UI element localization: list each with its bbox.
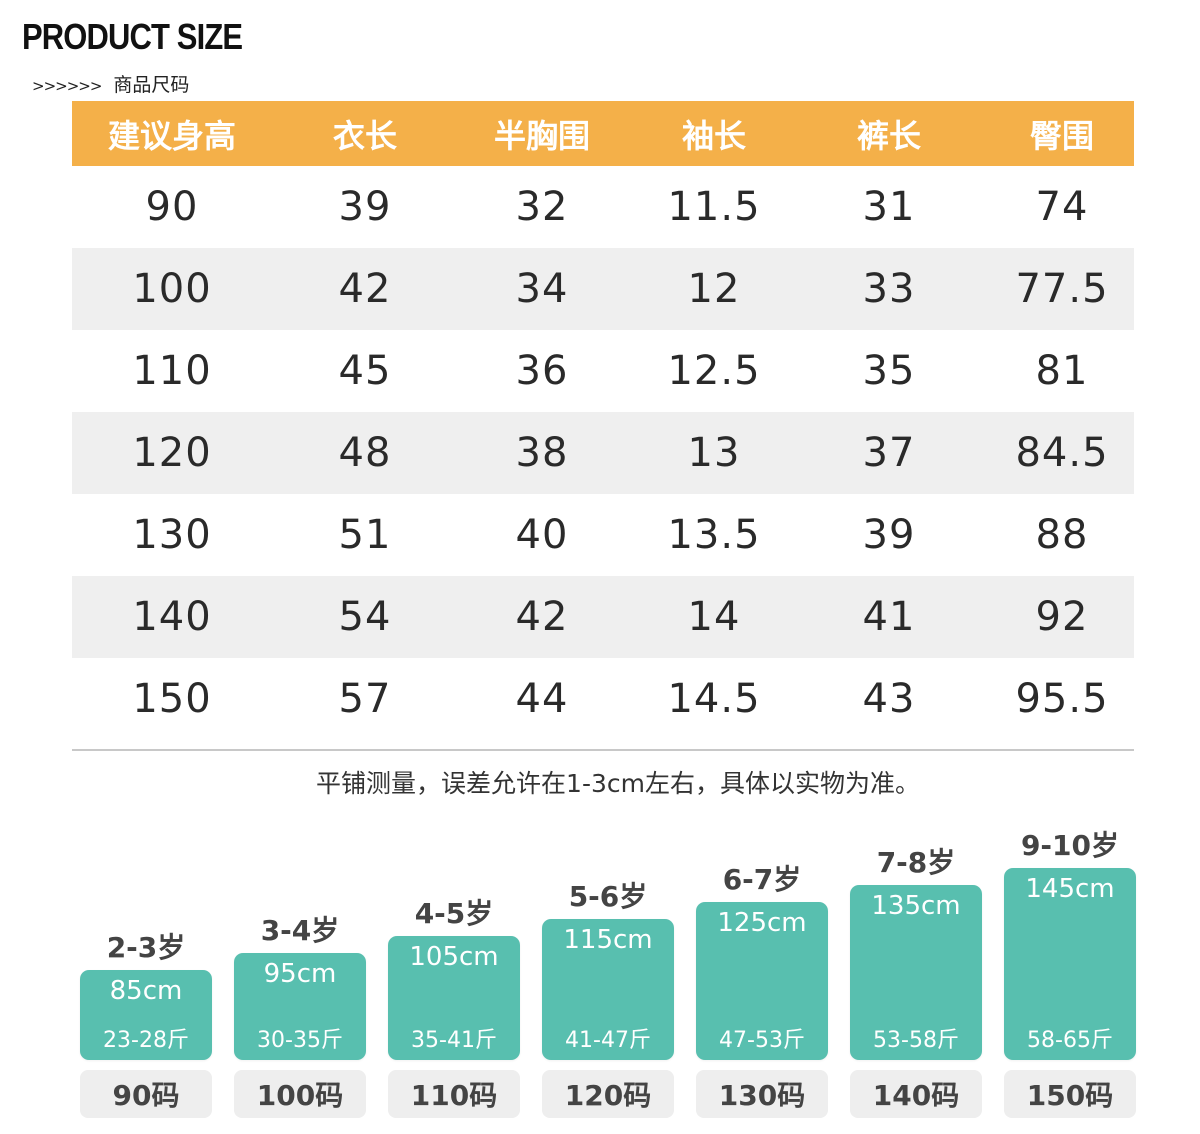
table-cell: 81 — [1035, 348, 1089, 394]
age-label: 2-3岁 — [106, 931, 186, 964]
header-cell: 衣长 — [332, 116, 398, 155]
table-cell: 11.5 — [667, 184, 761, 230]
table-row: 130 51 40 13.5 39 88 — [72, 494, 1134, 576]
table-cell: 14 — [687, 594, 741, 640]
table-row: 100 42 34 12 33 77.5 — [72, 248, 1134, 330]
table-cell: 110 — [132, 348, 212, 394]
table-cell: 34 — [515, 266, 569, 312]
table-cell: 35 — [862, 348, 916, 394]
height-label: 105cm — [409, 942, 499, 972]
table-cell: 33 — [862, 266, 916, 312]
height-label: 95cm — [263, 959, 337, 989]
table-cell: 54 — [338, 594, 392, 640]
table-cell: 42 — [515, 594, 569, 640]
table-header: 建议身高 衣长 半胸围 袖长 裤长 臀围 — [72, 101, 1134, 166]
age-label: 4-5岁 — [414, 897, 494, 930]
table-cell: 57 — [338, 676, 392, 722]
table-cell: 140 — [132, 594, 212, 640]
table-cell: 42 — [338, 266, 392, 312]
subtitle: >>>>>> 商品尺码 — [32, 70, 189, 97]
height-label: 125cm — [717, 908, 807, 938]
table-cell: 48 — [338, 430, 392, 476]
weight-label: 35-41斤 — [411, 1028, 497, 1053]
height-bar: 125cm 47-53斤 — [696, 902, 828, 1060]
table-row: 140 54 42 14 41 92 — [72, 576, 1134, 658]
table-cell: 74 — [1035, 184, 1089, 230]
height-label: 85cm — [109, 976, 183, 1006]
table-cell: 41 — [862, 594, 916, 640]
measurement-note: 平铺测量，误差允许在1-3cm左右，具体以实物为准。 — [316, 769, 920, 798]
weight-label: 47-53斤 — [719, 1028, 805, 1053]
table-cell: 45 — [338, 348, 392, 394]
table-cell: 38 — [515, 430, 569, 476]
page-title: PRODUCT SIZE — [22, 16, 243, 57]
table-cell: 37 — [862, 430, 916, 476]
header-cell: 建议身高 — [107, 116, 237, 155]
height-bar: 115cm 41-47斤 — [542, 919, 674, 1060]
table-cell: 39 — [338, 184, 392, 230]
table-cell: 12.5 — [667, 348, 761, 394]
size-code: 100码 — [234, 1070, 366, 1118]
table-divider — [72, 749, 1134, 751]
table-cell: 31 — [862, 184, 916, 230]
age-label: 9-10岁 — [1020, 829, 1120, 862]
height-bar: 145cm 58-65斤 — [1004, 868, 1136, 1060]
size-code: 130码 — [696, 1070, 828, 1118]
size-code: 110码 — [388, 1070, 520, 1118]
table-cell: 44 — [515, 676, 569, 722]
height-label: 145cm — [1025, 874, 1115, 904]
table-cell: 88 — [1035, 512, 1089, 558]
table-cell: 120 — [132, 430, 212, 476]
table-cell: 40 — [515, 512, 569, 558]
height-label: 135cm — [871, 891, 961, 921]
table-cell: 32 — [515, 184, 569, 230]
height-label: 115cm — [563, 925, 653, 955]
height-bar: 85cm 23-28斤 — [80, 970, 212, 1060]
table-cell: 39 — [862, 512, 916, 558]
table-cell: 36 — [515, 348, 569, 394]
table-cell: 130 — [132, 512, 212, 558]
weight-label: 23-28斤 — [103, 1028, 189, 1053]
table-cell: 13.5 — [667, 512, 761, 558]
header-cell: 臀围 — [1029, 116, 1095, 155]
header-cell: 半胸围 — [493, 116, 591, 155]
table-cell: 92 — [1035, 594, 1089, 640]
table-cell: 90 — [145, 184, 199, 230]
table-cell: 14.5 — [667, 676, 761, 722]
height-bar: 105cm 35-41斤 — [388, 936, 520, 1060]
weight-label: 30-35斤 — [257, 1028, 343, 1053]
table-row: 90 39 32 11.5 31 74 — [72, 166, 1134, 248]
table-cell: 43 — [862, 676, 916, 722]
header-cell: 裤长 — [856, 116, 922, 155]
table-row: 110 45 36 12.5 35 81 — [72, 330, 1134, 412]
age-label: 3-4岁 — [260, 914, 340, 947]
age-label: 5-6岁 — [568, 880, 648, 913]
table-row: 120 48 38 13 37 84.5 — [72, 412, 1134, 494]
size-table: 建议身高 衣长 半胸围 袖长 裤长 臀围 90 39 32 11.5 31 74 100 42 34 12 33… — [72, 101, 1134, 740]
height-bar: 135cm 53-58斤 — [850, 885, 982, 1060]
height-bar: 95cm 30-35斤 — [234, 953, 366, 1060]
table-cell: 13 — [687, 430, 741, 476]
table-cell: 95.5 — [1015, 676, 1109, 722]
age-label: 6-7岁 — [722, 863, 802, 896]
weight-label: 58-65斤 — [1027, 1028, 1113, 1053]
weight-label: 41-47斤 — [565, 1028, 651, 1053]
table-cell: 51 — [338, 512, 392, 558]
table-cell: 77.5 — [1015, 266, 1109, 312]
table-cell: 84.5 — [1015, 430, 1109, 476]
weight-label: 53-58斤 — [873, 1028, 959, 1053]
size-code: 140码 — [850, 1070, 982, 1118]
table-row: 150 57 44 14.5 43 95.5 — [72, 658, 1134, 740]
table-cell: 150 — [132, 676, 212, 722]
size-code: 150码 — [1004, 1070, 1136, 1118]
size-code: 120码 — [542, 1070, 674, 1118]
header-cell: 袖长 — [681, 116, 747, 155]
age-label: 7-8岁 — [876, 846, 956, 879]
subtitle-text: 商品尺码 — [113, 74, 190, 96]
size-code: 90码 — [80, 1070, 212, 1118]
table-cell: 100 — [132, 266, 212, 312]
arrows-icon: >>>>>> — [32, 77, 102, 95]
table-cell: 12 — [687, 266, 741, 312]
